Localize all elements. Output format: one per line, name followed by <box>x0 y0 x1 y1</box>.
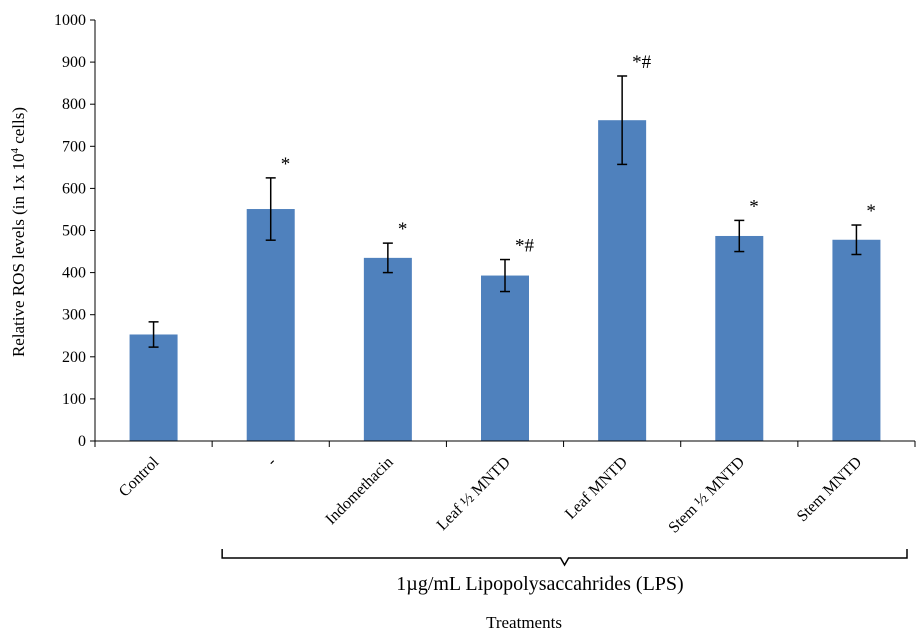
y-axis-title-superscript: 4 <box>9 148 21 154</box>
y-axis-ticks: 0 100 200 300 400 500 600 700 800 900 1000 <box>54 12 916 450</box>
y-tick-label: 400 <box>62 265 86 282</box>
x-tick-label: Leaf MNTD <box>562 454 631 523</box>
error-bars <box>148 75 862 348</box>
significance-mark: * <box>398 219 408 240</box>
significance-mark: * <box>866 201 876 222</box>
x-tick-label: Control <box>116 453 163 500</box>
x-tick-label: Stem MNTD <box>794 454 865 525</box>
lps-group-brace <box>221 549 908 567</box>
bar <box>598 120 647 441</box>
y-tick-label: 700 <box>62 138 86 155</box>
y-tick-label: 300 <box>62 307 86 324</box>
y-tick-label: 900 <box>62 54 86 71</box>
bar <box>481 275 529 441</box>
lps-group-label: 1µg/mL Lipopolysaccahrides (LPS) <box>396 573 683 595</box>
x-tick-labels: Control - Indomethacin Leaf ½ MNTD Leaf MNTD… <box>116 453 865 536</box>
significance-mark: * <box>281 154 291 175</box>
bar <box>246 209 295 441</box>
x-tick-label: Indomethacin <box>322 454 396 528</box>
bar <box>363 257 412 441</box>
x-tick-label: Stem ½ MNTD <box>665 454 748 537</box>
y-axis-title-end: cells) <box>9 107 28 148</box>
y-tick-label: 100 <box>62 391 86 408</box>
bars <box>129 120 881 441</box>
y-axis-title-main: Relative ROS levels (in 1x 10 <box>9 154 28 358</box>
bar <box>715 235 764 441</box>
y-tick-label: 0 <box>78 433 86 450</box>
significance-mark: *# <box>515 236 535 257</box>
y-tick-label: 1000 <box>54 12 86 29</box>
significance-mark: *# <box>632 52 652 73</box>
y-axis-title: Relative ROS levels (in 1x 104 cells) <box>9 107 28 357</box>
y-tick-label: 800 <box>62 96 86 113</box>
x-tick-label: Leaf ½ MNTD <box>434 454 514 534</box>
bar <box>129 334 178 441</box>
significance-mark: * <box>749 196 759 217</box>
y-tick-label: 200 <box>62 349 86 366</box>
x-tick-label: - <box>264 454 280 470</box>
significance-marks: * * *# *# * * <box>281 52 876 257</box>
y-tick-label: 600 <box>62 180 86 197</box>
bar <box>832 239 881 441</box>
y-tick-label: 500 <box>62 223 86 240</box>
x-axis-title: Treatments <box>486 613 562 632</box>
